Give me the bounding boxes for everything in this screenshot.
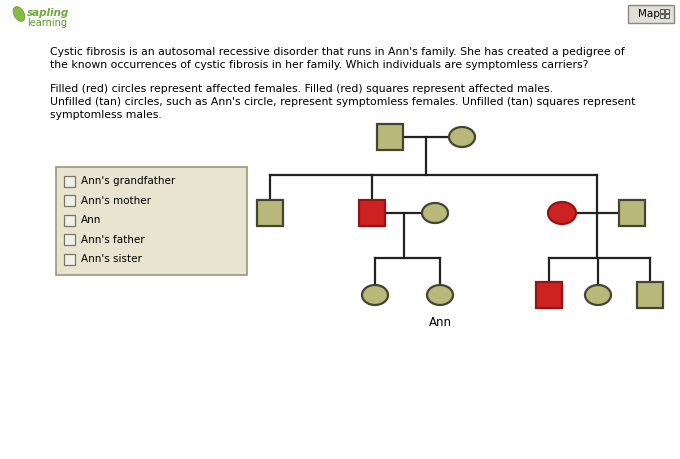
Bar (637, 282, 663, 308)
Text: sapling: sapling (27, 8, 69, 18)
Bar (64, 175, 75, 186)
Bar (359, 200, 385, 226)
Bar (660, 9, 664, 13)
Bar (536, 282, 562, 308)
Bar (619, 200, 645, 226)
Ellipse shape (427, 285, 453, 305)
Text: learning: learning (27, 18, 67, 28)
Bar (64, 253, 75, 264)
Bar (64, 214, 75, 225)
Bar (377, 124, 403, 150)
Ellipse shape (422, 203, 448, 223)
Ellipse shape (548, 202, 576, 224)
Bar (665, 14, 669, 18)
Text: Map: Map (638, 9, 660, 19)
Ellipse shape (449, 127, 475, 147)
Bar (665, 9, 669, 13)
Text: Cystic fibrosis is an autosomal recessive disorder that runs in Ann's family. Sh: Cystic fibrosis is an autosomal recessiv… (50, 47, 625, 70)
Text: Filled (red) circles represent affected females. Filled (red) squares represent : Filled (red) circles represent affected … (50, 84, 635, 120)
Text: Ann: Ann (428, 316, 452, 329)
Bar (660, 14, 664, 18)
FancyBboxPatch shape (56, 167, 247, 275)
Text: Ann: Ann (81, 215, 101, 225)
Ellipse shape (585, 285, 611, 305)
FancyBboxPatch shape (628, 5, 674, 23)
Bar (64, 234, 75, 245)
Text: Ann's mother: Ann's mother (81, 196, 151, 206)
Ellipse shape (362, 285, 388, 305)
Ellipse shape (13, 6, 25, 22)
Bar (257, 200, 283, 226)
Bar (64, 195, 75, 206)
Text: Ann's father: Ann's father (81, 235, 145, 245)
Text: Ann's sister: Ann's sister (81, 254, 142, 264)
Text: Ann's grandfather: Ann's grandfather (81, 176, 175, 186)
